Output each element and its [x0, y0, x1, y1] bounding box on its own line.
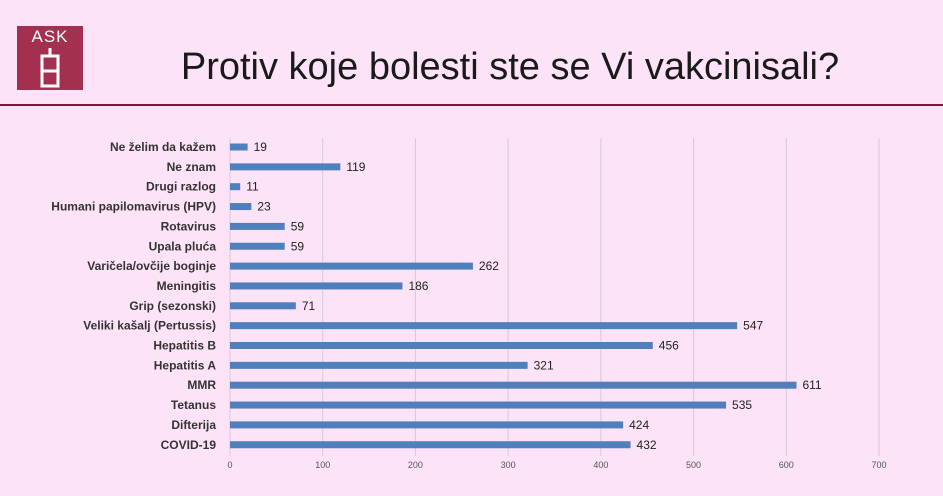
x-axis-tick-labels: 0 100 200 300 400 500 600 700	[227, 460, 886, 470]
data-label: 59	[291, 219, 305, 233]
data-label: 119	[346, 160, 365, 174]
category-labels: Ne želim da kažem Ne znam Drugi razlog Huma…	[51, 140, 216, 452]
x-tick-label: 500	[686, 460, 701, 470]
category-label: Hepatitis A	[154, 358, 217, 372]
bar	[230, 143, 248, 151]
data-label: 262	[479, 259, 499, 273]
data-label: 456	[659, 339, 679, 353]
data-label: 321	[534, 358, 554, 372]
category-label: Upala pluća	[149, 239, 217, 253]
x-tick-label: 700	[871, 460, 886, 470]
category-label: Varičela/ovčije boginje	[87, 259, 216, 273]
x-tick-label: 300	[501, 460, 516, 470]
data-label: 611	[802, 378, 821, 392]
category-label: Veliki kašalj (Pertussis)	[83, 319, 216, 333]
category-label: Ne znam	[167, 160, 216, 174]
x-tick-label: 600	[779, 460, 794, 470]
logo-a-mark	[40, 48, 60, 88]
bar	[230, 203, 252, 211]
value-labels: 19 119 11 23 59 59 262 186 71 547 456 321 611 535 424 4…	[246, 140, 822, 452]
data-label: 71	[302, 299, 316, 313]
bar	[230, 163, 341, 171]
category-label: Humani papilomavirus (HPV)	[51, 200, 216, 214]
bar	[230, 342, 653, 349]
page-title: Protiv koje bolesti ste se Vi vakcinisal…	[180, 46, 840, 88]
bar	[230, 441, 631, 449]
category-label: Ne želim da kažem	[110, 140, 216, 154]
x-tick-label: 0	[227, 460, 232, 470]
bar	[230, 421, 624, 429]
ask-logo: ASK	[17, 26, 83, 90]
category-label: Tetanus	[171, 398, 216, 412]
data-label: 432	[637, 438, 657, 452]
bar	[230, 262, 473, 270]
x-tick-label: 200	[408, 460, 423, 470]
bar	[230, 242, 285, 250]
data-label: 547	[743, 319, 763, 333]
chart-bars	[230, 143, 797, 449]
bar	[230, 401, 727, 409]
category-label: Drugi razlog	[146, 180, 216, 194]
bar	[230, 381, 797, 389]
category-label: Meningitis	[157, 279, 217, 293]
bar-chart: Ne želim da kažem Ne znam Drugi razlog Huma…	[51, 138, 887, 470]
data-label: 424	[629, 418, 649, 432]
category-label: Difterija	[171, 418, 216, 432]
x-tick-label: 100	[315, 460, 330, 470]
bar	[230, 222, 285, 230]
x-tick-label: 400	[593, 460, 608, 470]
category-label: Hepatitis B	[153, 339, 216, 353]
logo-text: ASK	[31, 27, 69, 46]
data-label: 19	[254, 140, 268, 154]
data-label: 23	[257, 200, 271, 214]
header: ASK Protiv koje bolesti ste se Vi vakcin…	[0, 0, 943, 106]
data-label: 186	[408, 279, 428, 293]
category-label: COVID-19	[161, 438, 217, 452]
category-label: Grip (sezonski)	[129, 299, 216, 313]
data-label: 59	[291, 239, 305, 253]
bar	[230, 183, 241, 191]
category-label: MMR	[187, 378, 216, 392]
bar	[230, 282, 403, 290]
category-label: Rotavirus	[161, 219, 217, 233]
bar	[230, 302, 296, 310]
data-label: 11	[246, 180, 259, 194]
bar	[230, 361, 528, 369]
header-divider	[0, 104, 943, 106]
bar	[230, 322, 738, 330]
data-label: 535	[732, 398, 752, 412]
